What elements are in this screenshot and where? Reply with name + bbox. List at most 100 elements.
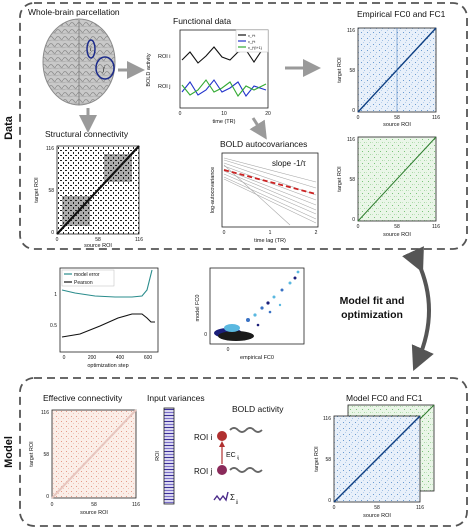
functional-xtick-0: 0: [179, 111, 182, 117]
fc1-ytick-mid: 58: [349, 177, 355, 183]
model-section-box: [19, 377, 468, 527]
scatter-xtick-0: 0: [227, 347, 230, 353]
autocov-curves: [223, 157, 317, 226]
model-fit-label-line2: optimization: [341, 309, 403, 321]
data-section-label: Data: [3, 115, 15, 140]
fc1-xtick-116: 116: [432, 224, 440, 230]
structural-xtick-116: 116: [135, 237, 143, 243]
optim-xtick-0: 0: [63, 355, 66, 361]
fc0-ytick-top: 116: [347, 28, 355, 34]
fc1-xlabel: source ROI: [383, 232, 411, 238]
legend-pearson: Pearson: [74, 280, 93, 286]
effective-xlabel: source ROI: [80, 510, 108, 516]
optim-xtick-600: 600: [144, 355, 153, 361]
bold-model-title: BOLD activity: [232, 404, 284, 414]
model-fc-ytick-top: 116: [323, 416, 331, 422]
fc1-ytick-top: 116: [347, 137, 355, 143]
scatter-xlabel: empirical FC0: [240, 355, 274, 361]
autocov-xtick-2: 2: [315, 230, 318, 236]
roi-j-marker: [95, 56, 115, 80]
functional-roi-i-label: ROI i: [158, 54, 171, 60]
roi-i-node: [217, 431, 227, 441]
fc0-xtick-116: 116: [432, 115, 440, 121]
fc0-ylabel: target ROI: [337, 57, 343, 83]
sigma-subscript: jj: [235, 499, 238, 504]
functional-legend: x_i^t x_j^t x_j^{t+1}: [235, 29, 269, 53]
roi-j-node: [217, 465, 227, 475]
functional-xtick-1: 10: [221, 111, 227, 117]
autocov-ylabel: log-autocovariance: [210, 167, 216, 213]
effective-xtick-58: 58: [91, 502, 97, 508]
structural-ytick-mid: 58: [48, 188, 54, 194]
input-var-title: Input variances: [147, 393, 205, 403]
model-fc-xtick-58: 58: [374, 505, 380, 511]
structural-ylabel: target ROI: [34, 177, 40, 203]
series-xi-line: [181, 43, 267, 64]
noise-input-wave: [213, 491, 229, 502]
autocov-xtick-0: 0: [223, 230, 226, 236]
legend-xi-label: x_i^t: [248, 34, 255, 38]
structural-diagonal: [56, 145, 140, 235]
model-fc-xtick-116: 116: [416, 505, 424, 511]
effective-ytick-mid: 58: [43, 452, 49, 458]
structural-ytick-top: 116: [46, 146, 54, 152]
data-section-box: [19, 2, 468, 250]
model-section-label: Model: [3, 436, 15, 468]
fc0-xtick-0: 0: [357, 115, 360, 121]
input-var-bar: [163, 407, 175, 505]
model-fc-xtick-0: 0: [333, 505, 336, 511]
model-fc-ylabel: target ROI: [314, 446, 320, 472]
effective-ylabel: target ROI: [29, 441, 35, 467]
structural-ytick-bot: 0: [51, 230, 54, 236]
legend-xj-label: x_j^t: [248, 40, 255, 44]
model-fc-xlabel: source ROI: [363, 513, 391, 519]
structural-xlabel: source ROI: [84, 243, 112, 249]
optim-ytick-05: 0.5: [50, 323, 57, 329]
effective-ytick-top: 116: [41, 410, 49, 416]
functional-title: Functional data: [173, 16, 231, 26]
autocov-slope-label: slope -1/τ: [272, 159, 307, 168]
effective-xtick-0: 0: [51, 502, 54, 508]
autocov-xlabel: time lag (TR): [254, 238, 286, 244]
model-fc-title: Model FC0 and FC1: [346, 393, 423, 403]
structural-block-upper: [104, 154, 132, 182]
optim-ytick-1: 1: [54, 292, 57, 298]
functional-xlabel: time (TR): [213, 119, 236, 125]
structural-xtick-58: 58: [95, 237, 101, 243]
structural-xtick-0: 0: [56, 237, 59, 243]
structural-title: Structural connectivity: [45, 129, 129, 139]
model-error-curve: [61, 269, 153, 298]
optim-legend: model error Pearson: [61, 269, 115, 287]
roi-i-marker: [86, 39, 96, 59]
roi-i-node-label: ROI i: [194, 433, 212, 442]
scatter-points: [214, 270, 300, 341]
optim-xlabel: optimization step: [87, 363, 128, 369]
model-fc-ytick-bot: 0: [328, 498, 331, 504]
effective-diagonal: [51, 409, 137, 499]
fc0-ytick-mid: 58: [349, 68, 355, 74]
series-xj-next-line: [181, 79, 267, 97]
parcellation-title: Whole-brain parcellation: [28, 7, 120, 17]
scatter-ylabel: model FC0: [195, 295, 201, 322]
structural-block-lower: [62, 196, 90, 226]
functional-xtick-2: 20: [265, 111, 271, 117]
roi-j-node-label: ROI j: [194, 467, 212, 476]
ec-subscript: ij: [237, 455, 239, 460]
empirical-fc-title: Empirical FC0 and FC1: [357, 9, 446, 19]
ec-label: EC: [226, 452, 236, 459]
functional-roi-j-label: ROI j: [158, 84, 171, 90]
effective-title: Effective connectivity: [43, 393, 123, 403]
optim-xtick-400: 400: [116, 355, 125, 361]
fc1-diagonal: [357, 136, 437, 222]
roi-j-letter: j: [102, 66, 105, 73]
autocov-title: BOLD autocovariances: [220, 139, 307, 149]
fc1-xtick-58: 58: [394, 224, 400, 230]
roi-i-letter: i: [90, 47, 92, 53]
sigma-label: Σ: [230, 493, 235, 502]
legend-model-error: model error: [74, 272, 100, 278]
optim-xtick-200: 200: [88, 355, 97, 361]
effective-ytick-bot: 0: [46, 494, 49, 500]
model-fit-label-line1: Model fit and: [340, 295, 405, 307]
fc0-xtick-58: 58: [394, 115, 400, 121]
